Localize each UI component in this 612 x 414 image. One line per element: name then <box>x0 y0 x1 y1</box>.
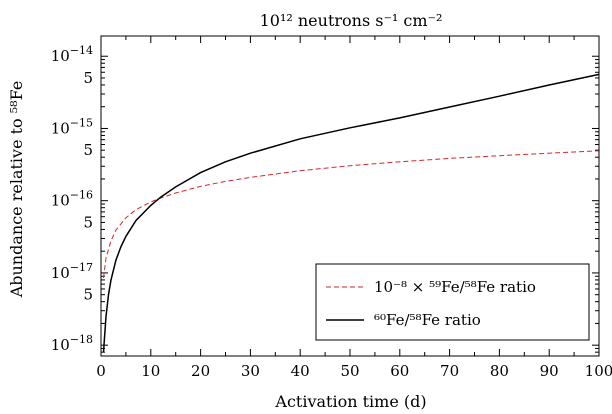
y-minor-tick-label: 5 <box>83 286 93 304</box>
series-line-1 <box>102 73 600 353</box>
y-axis-label: Abundance relative to ⁵⁸Fe <box>7 81 26 299</box>
plot-frame <box>100 35 600 357</box>
x-tick-label: 80 <box>490 362 509 380</box>
x-axis-label: Activation time (d) <box>274 392 426 411</box>
legend-box <box>315 263 590 341</box>
x-tick-label: 10 <box>141 362 160 380</box>
x-tick-label: 40 <box>291 362 310 380</box>
y-tick-label: 10−15 <box>51 116 93 137</box>
x-tick-label: 30 <box>241 362 260 380</box>
x-tick-label: 0 <box>96 362 106 380</box>
legend-label-59fe: 10⁻⁸ × ⁵⁹Fe/⁵⁸Fe ratio <box>374 278 536 296</box>
x-tick-label: 20 <box>191 362 210 380</box>
y-minor-tick-label: 5 <box>83 69 93 87</box>
x-tick-label: 60 <box>390 362 409 380</box>
y-tick-label: 10−14 <box>51 44 93 65</box>
x-axis: 0 10 20 30 40 50 60 70 80 90 100 <box>96 36 612 380</box>
legend: 10⁻⁸ × ⁵⁹Fe/⁵⁸Fe ratio ⁶⁰Fe/⁵⁸Fe ratio <box>315 263 590 341</box>
y-tick-label: 10−18 <box>51 333 93 354</box>
x-tick-label: 100 <box>585 362 612 380</box>
y-tick-label: 10−16 <box>51 189 93 210</box>
x-tick-label: 50 <box>340 362 359 380</box>
series-group <box>102 73 600 353</box>
y-tick-label: 10−17 <box>51 261 93 282</box>
plot-area: 0 10 20 30 40 50 60 70 80 90 100 10−1810−1710−1610… <box>51 35 612 380</box>
chart-title: 10¹² neutrons s⁻¹ cm⁻² <box>260 11 443 30</box>
series-line-0 <box>103 150 600 279</box>
y-axis: 10−18 10−17 10−16 10−15 10−14 5 5 5 5 <box>51 44 599 354</box>
y-minor-tick-label: 5 <box>83 213 93 231</box>
x-tick-label: 70 <box>440 362 459 380</box>
legend-label-60fe: ⁶⁰Fe/⁵⁸Fe ratio <box>374 311 481 329</box>
x-tick-label: 90 <box>540 362 559 380</box>
y-minor-tick-label: 5 <box>83 141 93 159</box>
